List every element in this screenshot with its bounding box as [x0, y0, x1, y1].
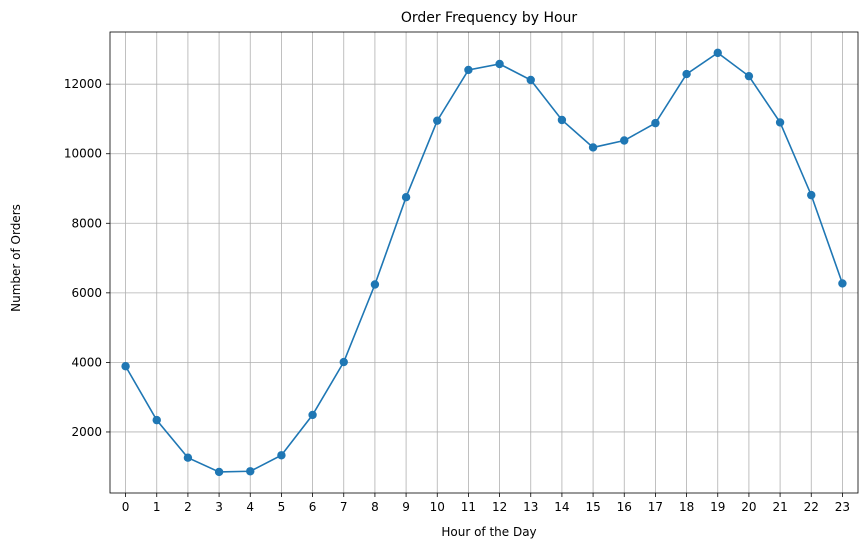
data-point [308, 410, 317, 420]
x-tick-label: 4 [246, 500, 254, 514]
data-point [183, 453, 193, 462]
x-tick-label: 8 [371, 500, 379, 514]
data-point [588, 143, 598, 152]
data-point [682, 69, 691, 79]
data-point [214, 467, 224, 477]
y-tick-label: 12000 [64, 77, 102, 91]
chart-title: Order Frequency by Hour [401, 10, 578, 26]
x-tick-label: 12 [492, 500, 507, 514]
x-tick-label: 10 [430, 500, 445, 514]
data-point [495, 59, 504, 69]
x-tick-label: 21 [772, 500, 787, 514]
x-tick-label: 23 [835, 500, 850, 514]
data-point [526, 75, 535, 85]
data-point [620, 136, 629, 145]
data-point [277, 451, 286, 460]
x-tick-label: 14 [554, 500, 569, 514]
x-tick-label: 0 [122, 500, 130, 514]
x-tick-label: 13 [523, 500, 538, 514]
data-point [246, 467, 255, 476]
x-tick-label: 17 [648, 500, 663, 514]
x-tick-label: 2 [184, 500, 192, 514]
data-point [651, 118, 660, 128]
x-tick-label: 11 [461, 500, 476, 514]
y-tick-label: 2000 [71, 425, 102, 439]
data-point [401, 193, 411, 202]
x-axis-label: Hour of the Day [441, 525, 536, 539]
y-tick-label: 4000 [71, 355, 102, 369]
x-tick-label: 20 [741, 500, 756, 514]
data-point [433, 116, 442, 125]
x-tick-label: 16 [617, 500, 632, 514]
data-point [339, 357, 348, 367]
axes: 0 1 2 3 4 5 6 7 8 9 10 11 12 13 14 15 16 17 18 19 20 21 22 2320… [64, 31, 859, 514]
x-tick-label: 6 [309, 500, 317, 514]
x-tick-label: 22 [804, 500, 819, 514]
series-layer [121, 48, 847, 477]
data-point [713, 48, 722, 58]
data-point [807, 190, 816, 200]
x-tick-label: 15 [585, 500, 600, 514]
data-point [557, 115, 567, 125]
y-axis-label: Number of Orders [9, 204, 23, 312]
x-tick-label: 18 [679, 500, 694, 514]
x-tick-label: 7 [340, 500, 348, 514]
y-tick-label: 10000 [64, 147, 102, 161]
plot-frame [109, 31, 859, 494]
x-tick-label: 19 [710, 500, 725, 514]
data-point [838, 279, 847, 288]
data-point [464, 65, 473, 75]
data-point [370, 280, 380, 289]
x-tick-label: 5 [278, 500, 286, 514]
data-point [152, 415, 161, 425]
y-tick-label: 8000 [71, 216, 102, 230]
series-line [124, 51, 844, 473]
grid [110, 32, 858, 493]
x-tick-label: 1 [153, 500, 161, 514]
x-tick-label: 3 [215, 500, 223, 514]
data-point [744, 71, 754, 81]
data-point [775, 118, 785, 127]
data-point [121, 362, 130, 371]
y-tick-label: 6000 [71, 286, 102, 300]
x-tick-label: 9 [402, 500, 410, 514]
